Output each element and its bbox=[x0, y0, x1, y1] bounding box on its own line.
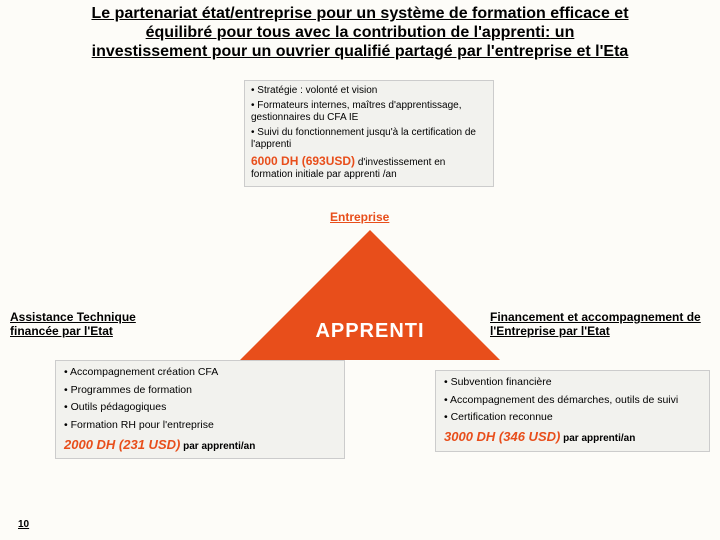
entreprise-label: Entreprise bbox=[330, 210, 389, 224]
entreprise-contrib-box: • Stratégie : volonté et vision • Format… bbox=[244, 80, 494, 187]
apprenti-label: APPRENTI bbox=[300, 320, 440, 343]
left-b4: • Formation RH pour l'entreprise bbox=[64, 419, 336, 433]
left-amount-line: 2000 DH (231 USD) par apprenti/an bbox=[64, 437, 336, 454]
right-heading: Financement et accompagnement de l'Entre… bbox=[490, 310, 710, 339]
left-heading: Assistance Technique financée par l'Etat bbox=[10, 310, 160, 339]
left-b2: • Programmes de formation bbox=[64, 384, 336, 398]
assistance-technique-box: • Accompagnement création CFA • Programm… bbox=[55, 360, 345, 459]
right-amount-line: 3000 DH (346 USD) par apprenti/an bbox=[444, 429, 701, 446]
left-amount-sub: par apprenti/an bbox=[180, 441, 255, 452]
right-b2: • Accompagnement des démarches, outils d… bbox=[444, 394, 701, 408]
right-amount: 3000 DH (346 USD) bbox=[444, 429, 560, 444]
left-b1: • Accompagnement création CFA bbox=[64, 366, 336, 380]
top-b2: • Formateurs internes, maîtres d'apprent… bbox=[251, 100, 487, 125]
right-b3: • Certification reconnue bbox=[444, 411, 701, 425]
financement-etat-box: • Subvention financière • Accompagnement… bbox=[435, 370, 710, 452]
right-b1: • Subvention financière bbox=[444, 376, 701, 390]
top-b1: • Stratégie : volonté et vision bbox=[251, 85, 487, 98]
left-amount: 2000 DH (231 USD) bbox=[64, 437, 180, 452]
page-number: 10 bbox=[18, 519, 29, 530]
title-l3b: investissement pour un ouvrier qualifié … bbox=[92, 43, 629, 60]
title-l2: équilibré pour tous avec la contribution… bbox=[146, 24, 551, 41]
top-amount-line: 6000 DH (693USD) d'investissement en for… bbox=[251, 154, 487, 182]
title-l3a: un bbox=[550, 24, 574, 41]
title-l1: Le partenariat état/entreprise pour un s… bbox=[91, 5, 628, 22]
right-amount-sub: par apprenti/an bbox=[560, 433, 635, 444]
slide-title: Le partenariat état/entreprise pour un s… bbox=[0, 0, 720, 64]
top-amount: 6000 DH (693USD) bbox=[251, 154, 355, 168]
left-b3: • Outils pédagogiques bbox=[64, 401, 336, 415]
top-b3: • Suivi du fonctionnement jusqu'à la cer… bbox=[251, 127, 487, 152]
